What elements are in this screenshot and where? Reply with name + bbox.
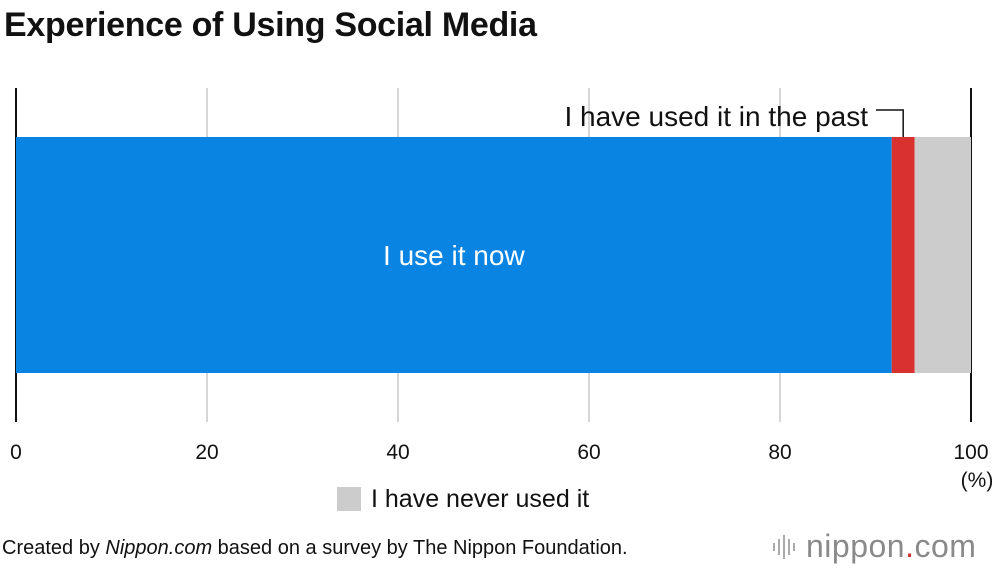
source-note: Created by Nippon.com based on a survey … bbox=[2, 537, 628, 560]
x-tick-label: 80 bbox=[768, 441, 791, 464]
x-tick-label: 60 bbox=[577, 441, 600, 464]
x-tick-label: 0 bbox=[10, 441, 22, 464]
brand-dot: . bbox=[905, 528, 915, 564]
callout-leader-line bbox=[876, 109, 904, 137]
x-tick-label: 40 bbox=[386, 441, 409, 464]
source-site: Nippon.com bbox=[105, 537, 213, 559]
bar-segment bbox=[891, 137, 915, 373]
x-tick-label: 100 bbox=[953, 441, 988, 464]
source-prefix: Created by bbox=[2, 537, 106, 559]
x-axis: 0 20 40 60 80 100 (%) bbox=[10, 441, 993, 492]
sound-wave-icon bbox=[773, 534, 795, 559]
brand-name: nippon bbox=[806, 528, 906, 564]
data-labels: I use it now I have used it in the past bbox=[383, 101, 904, 271]
legend-swatch bbox=[337, 487, 361, 511]
brand-wordmark: nippon.com bbox=[806, 528, 976, 565]
x-unit-label: (%) bbox=[961, 469, 994, 492]
source-suffix: based on a survey by The Nippon Foundati… bbox=[212, 537, 628, 559]
x-tick-label: 20 bbox=[195, 441, 218, 464]
series-label-callout: I have used it in the past bbox=[564, 101, 868, 132]
bar-segments bbox=[16, 137, 971, 373]
nippon-logo: nippon.com bbox=[772, 528, 976, 565]
chart-title: Experience of Using Social Media bbox=[4, 6, 537, 44]
brand-tld: com bbox=[914, 528, 977, 564]
series-label-inside: I use it now bbox=[383, 240, 525, 271]
legend-label: I have never used it bbox=[371, 484, 590, 513]
bar-segment bbox=[914, 137, 971, 373]
legend: I have never used it bbox=[337, 484, 589, 514]
stacked-bar-chart: I use it now I have used it in the past 0… bbox=[10, 88, 993, 492]
bar-segment bbox=[16, 137, 892, 373]
